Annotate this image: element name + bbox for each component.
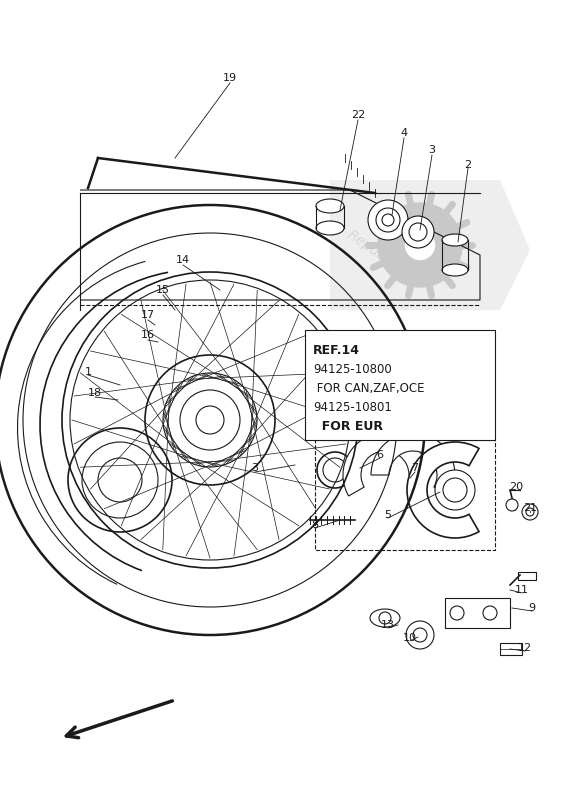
Circle shape: [402, 216, 434, 248]
Text: 7: 7: [412, 463, 418, 473]
Text: 20: 20: [509, 482, 523, 492]
Circle shape: [506, 499, 518, 511]
Bar: [445, 598, 510, 628]
Text: 94125-10801: 94125-10801: [313, 401, 392, 414]
Circle shape: [443, 478, 467, 502]
Text: 13: 13: [381, 620, 395, 630]
Wedge shape: [343, 433, 427, 496]
Text: FOR EUR: FOR EUR: [313, 420, 383, 433]
Circle shape: [379, 612, 391, 624]
Circle shape: [404, 229, 436, 261]
Text: 21: 21: [523, 503, 537, 513]
Ellipse shape: [442, 234, 468, 246]
Circle shape: [526, 508, 534, 516]
Ellipse shape: [370, 609, 400, 627]
Bar: [518, 572, 536, 580]
Ellipse shape: [316, 221, 344, 235]
Bar: [305, 330, 495, 440]
Ellipse shape: [442, 264, 468, 276]
Text: 9: 9: [528, 603, 536, 613]
Bar: [500, 643, 522, 655]
Text: 18: 18: [88, 388, 102, 398]
Circle shape: [522, 504, 538, 520]
Circle shape: [378, 203, 462, 287]
Text: REF.14: REF.14: [313, 344, 360, 357]
Text: 16: 16: [141, 330, 155, 340]
Text: 10: 10: [403, 633, 417, 643]
Text: Republik: Republik: [345, 227, 402, 273]
Text: 1: 1: [84, 367, 91, 377]
Circle shape: [413, 628, 427, 642]
Polygon shape: [330, 180, 530, 310]
Wedge shape: [371, 433, 455, 496]
Text: 8: 8: [312, 520, 318, 530]
Bar: [315, 440, 495, 550]
Text: 5: 5: [384, 510, 391, 520]
Text: 14: 14: [176, 255, 190, 265]
Wedge shape: [407, 442, 479, 538]
Circle shape: [382, 214, 394, 226]
Circle shape: [483, 606, 497, 620]
Circle shape: [435, 470, 475, 510]
Text: FOR CAN,ZAF,OCE: FOR CAN,ZAF,OCE: [313, 382, 424, 395]
Circle shape: [368, 200, 408, 240]
Circle shape: [409, 223, 427, 241]
Text: 11: 11: [515, 585, 529, 595]
Text: 94125-10800: 94125-10800: [313, 363, 392, 376]
Text: 12: 12: [518, 643, 532, 653]
Circle shape: [376, 208, 400, 232]
Text: 15: 15: [156, 285, 170, 295]
Text: 19: 19: [223, 73, 237, 83]
Text: 3: 3: [251, 463, 258, 473]
Ellipse shape: [316, 199, 344, 213]
Text: 2: 2: [465, 160, 472, 170]
Text: 3: 3: [428, 145, 435, 155]
Text: 4: 4: [401, 128, 407, 138]
Circle shape: [450, 606, 464, 620]
Circle shape: [406, 621, 434, 649]
Text: 22: 22: [351, 110, 365, 120]
Text: 6: 6: [376, 450, 383, 460]
Text: 17: 17: [141, 310, 155, 320]
